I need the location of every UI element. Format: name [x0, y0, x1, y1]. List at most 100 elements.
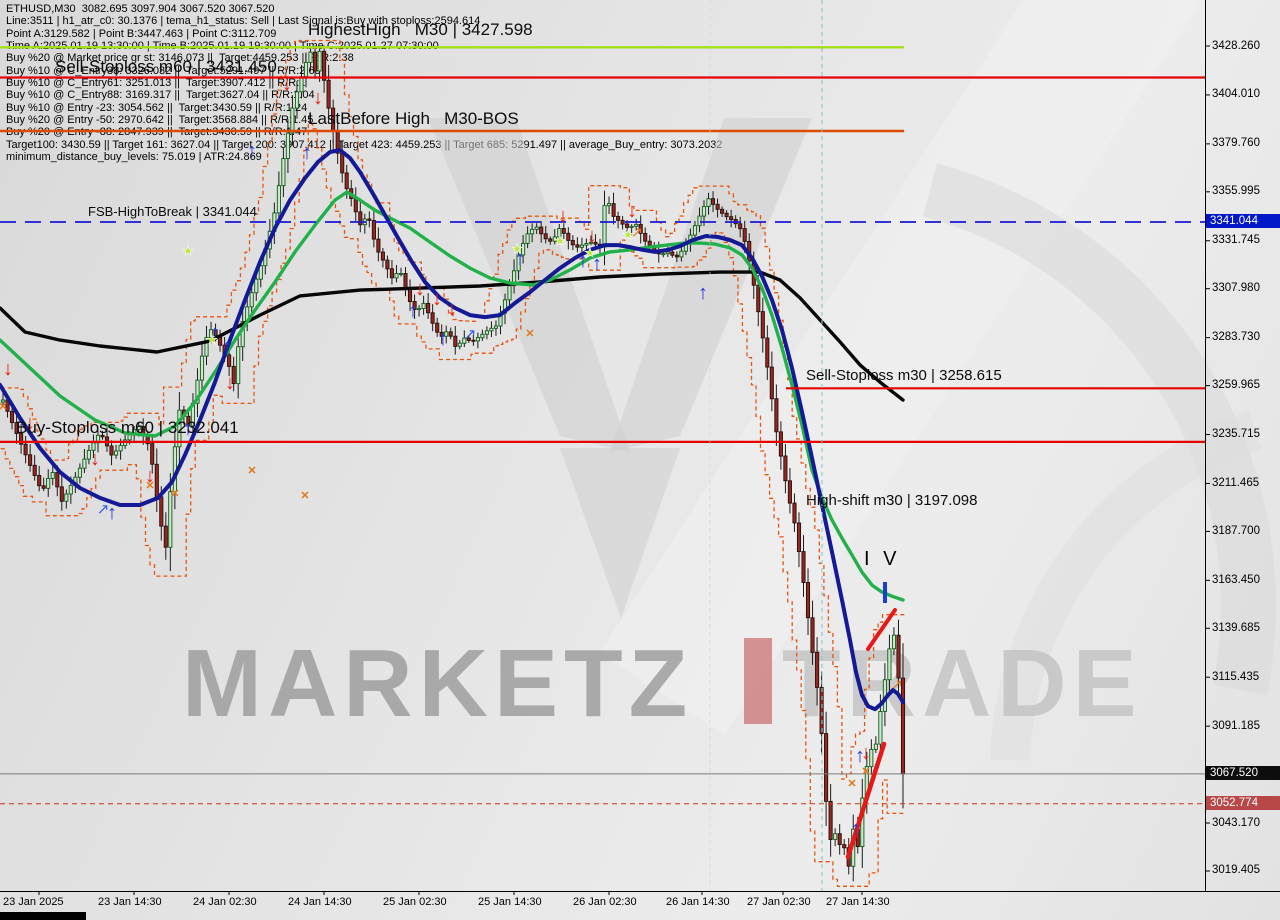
- signal-star-icon: ★: [182, 243, 194, 258]
- price-tick-label: 3115.435: [1212, 670, 1260, 683]
- signal-star-icon: ★: [511, 241, 523, 256]
- iv-annotation: I V: [864, 548, 901, 570]
- fast-ema-navy: [0, 148, 905, 712]
- info-line: Buy %10 @ C_Entry61: 3251.013 || Target:…: [6, 77, 306, 90]
- time-tick-label: 25 Jan 14:30: [478, 896, 542, 908]
- price-tick-label: 3404.010: [1212, 88, 1260, 101]
- price-tick-label: 3163.450: [1212, 573, 1260, 586]
- time-tick-label: 23 Jan 2025: [3, 896, 64, 908]
- price-tick-label: 3235.715: [1212, 428, 1260, 441]
- time-axis-separator: [0, 891, 1280, 892]
- sell-arrow-icon: ↓: [282, 73, 292, 95]
- price-tag: 3341.044: [1206, 214, 1280, 229]
- blue-tick-marker: [883, 582, 887, 603]
- exit-cross-icon: ✕: [300, 490, 309, 502]
- indicator-info-panel: ETHUSD,M30 3082.695 3097.904 3067.520 30…: [6, 3, 722, 163]
- brand-watermark-bar: [744, 638, 772, 724]
- buy-arrow-icon: ↑: [247, 140, 257, 162]
- price-tick-label: 3283.730: [1212, 331, 1260, 344]
- info-line: Buy %10 @ C_Entry38: 3326.032 || Target:…: [6, 64, 321, 77]
- brand-watermark-left: MARKETZ: [182, 630, 693, 737]
- time-tick-label: 25 Jan 02:30: [383, 896, 447, 908]
- exit-cross-icon: ✕: [847, 778, 856, 790]
- red-trendline-lower[interactable]: [845, 741, 887, 860]
- signal-star-icon: ★: [206, 332, 218, 347]
- buy-arrow-icon: ↑: [438, 328, 448, 350]
- horizontal-lines: [0, 0, 1205, 891]
- exit-cross-icon: ✕: [247, 465, 256, 477]
- alert-arrow-icon: ↗: [891, 676, 903, 692]
- background-watermark: MARKETZ TRADE: [182, 0, 1276, 761]
- fractal-band-envelope: [0, 39, 906, 887]
- horizontal-scrollbar-thumb[interactable]: [0, 912, 86, 920]
- price-tick-label: 3187.700: [1212, 524, 1260, 537]
- buy-arrow-icon: ↑: [408, 300, 418, 322]
- info-line: Time A:2025.01.19 13:30:00 | Time B:2025…: [6, 40, 439, 53]
- time-tick-label: 26 Jan 02:30: [573, 896, 637, 908]
- sell-arrow-icon: ↓: [432, 288, 442, 310]
- info-line: Line:3511 | h1_atr_c0: 30.1376 | tema_h1…: [6, 15, 481, 28]
- price-tick-label: 3307.980: [1212, 282, 1260, 295]
- price-tick-label: 3139.685: [1212, 621, 1260, 634]
- time-tick-label: 27 Jan 14:30: [826, 896, 890, 908]
- exit-cross-icon: ✕: [861, 766, 870, 778]
- time-tick-label: 23 Jan 14:30: [98, 896, 162, 908]
- signal-star-icon: ★: [584, 245, 596, 260]
- info-line: Buy %10 @ C_Entry88: 3169.317 || Target:…: [6, 89, 315, 102]
- price-tick-label: 3091.185: [1212, 719, 1260, 732]
- sell-arrow-icon: ↓: [447, 298, 457, 320]
- signal-star-icon: ★: [554, 233, 566, 248]
- time-tick-label: 24 Jan 02:30: [193, 896, 257, 908]
- price-tag: 3067.520: [1206, 766, 1280, 781]
- sell-arrow-icon: ↓: [587, 225, 597, 247]
- buy-arrow-icon: ↑: [302, 142, 312, 164]
- moving-averages: [0, 148, 905, 712]
- buy-arrow-icon: ↑: [578, 250, 588, 272]
- sell-arrow-icon: ↓: [861, 742, 871, 764]
- info-line: Target100: 3430.59 || Target 161: 3627.0…: [6, 138, 723, 151]
- sell-arrow-icon: ↓: [90, 448, 100, 470]
- breakout-arrow-icon: ↗: [464, 326, 477, 343]
- sell-arrow-icon: ↓: [558, 205, 568, 227]
- brand-watermark-right: TRADE: [782, 630, 1143, 737]
- sell-arrow-icon: ↓: [145, 465, 155, 487]
- sell-arrow-icon: ↓: [627, 200, 637, 222]
- buy-arrow-icon: ↑: [515, 248, 525, 270]
- time-tick-label: 24 Jan 14:30: [288, 896, 352, 908]
- buy-arrow-icon: ↑: [107, 502, 117, 524]
- sell-arrow-icon: ↓: [313, 87, 323, 109]
- breakout-arrow-icon: ↗: [97, 501, 110, 518]
- info-line: Buy %10 @ Entry -23: 3054.562 || Target:…: [6, 101, 308, 114]
- signal-star-icon: ★: [622, 227, 634, 242]
- info-line: ETHUSD,M30 3082.695 3097.904 3067.520 30…: [6, 3, 275, 15]
- price-tick-label: 3379.760: [1212, 137, 1260, 150]
- buy-arrow-icon: ↑: [210, 322, 220, 344]
- sell-arrow-icon: ↓: [25, 412, 35, 434]
- time-tick-label: 27 Jan 02:30: [747, 896, 811, 908]
- buy-arrow-icon: ↑: [698, 282, 708, 304]
- sell-arrow-icon: ↓: [3, 358, 13, 380]
- info-line: Buy %20 @ Entry -88: 2847.939 || Target:…: [6, 126, 308, 139]
- sell-arrow-icon: ↓: [415, 278, 425, 300]
- exit-cross-icon: ✕: [170, 488, 179, 500]
- info-line: Point A:3129.582 | Point B:3447.463 | Po…: [6, 27, 277, 40]
- signal-markers: ↓↓↓↓↓↓↓↓ ↓ ↓↓↓↓↓↑↑↑↑↑ ↑↑↑↑ ↑ ↑↑↑↑★★★★★★✕✕✕✕✕✕…: [0, 73, 903, 840]
- price-tag: 3052.774: [1206, 796, 1280, 811]
- exit-cross-icon: ✕: [0, 401, 8, 413]
- buy-arrow-icon: ↑: [592, 253, 602, 275]
- sell-arrow-icon: ↓: [225, 372, 235, 394]
- price-tick-label: 3428.260: [1212, 39, 1260, 52]
- price-tick-label: 3259.965: [1212, 379, 1260, 392]
- price-tick-label: 3355.995: [1212, 185, 1260, 198]
- buy-arrow-icon: ↑: [855, 745, 865, 767]
- info-line: minimum_distance_buy_levels: 75.019 | AT…: [6, 151, 262, 164]
- buy-arrow-icon: ↑: [851, 818, 861, 840]
- exit-cross-icon: ✕: [525, 328, 534, 340]
- price-tick-label: 3211.465: [1212, 476, 1260, 489]
- price-tick-label: 3019.405: [1212, 864, 1260, 877]
- time-tick-label: 26 Jan 14:30: [666, 896, 730, 908]
- red-trendline-upper[interactable]: [866, 608, 897, 651]
- price-tick-label: 3043.170: [1212, 816, 1260, 829]
